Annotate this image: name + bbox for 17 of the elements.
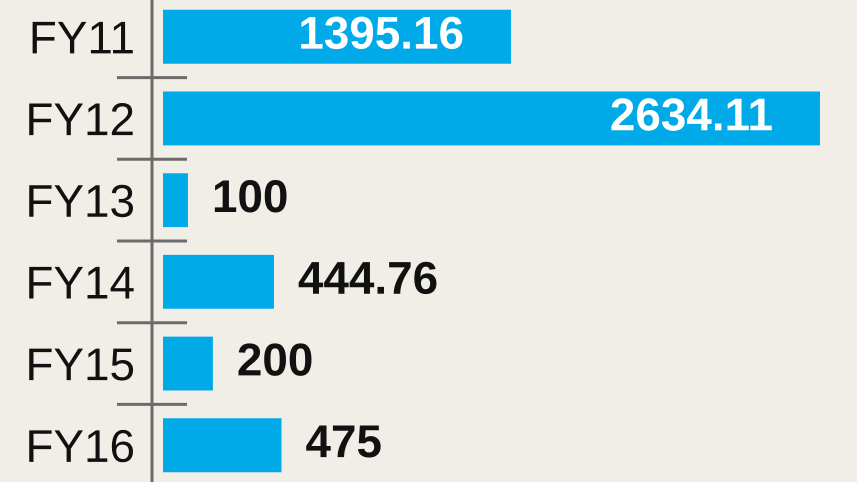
bar	[163, 173, 188, 228]
data-label: 200	[238, 343, 312, 376]
bar	[163, 92, 820, 146]
data-label: 2634.11	[611, 98, 772, 131]
bar	[163, 418, 282, 472]
data-label: 444.76	[298, 262, 436, 294]
y-tick-label: FY12	[29, 103, 133, 136]
data-label: 100	[214, 180, 287, 212]
y-tick-label: FY16	[29, 430, 133, 462]
bar	[163, 336, 213, 390]
y-tick-label: FY15	[29, 348, 134, 381]
y-tick-label: FY13	[29, 184, 133, 218]
data-label: 475	[306, 426, 381, 458]
y-tick-label: FY11	[32, 22, 133, 54]
bar	[163, 254, 274, 309]
data-label: 1395.16	[301, 16, 462, 50]
y-tick-label: FY14	[29, 266, 134, 298]
